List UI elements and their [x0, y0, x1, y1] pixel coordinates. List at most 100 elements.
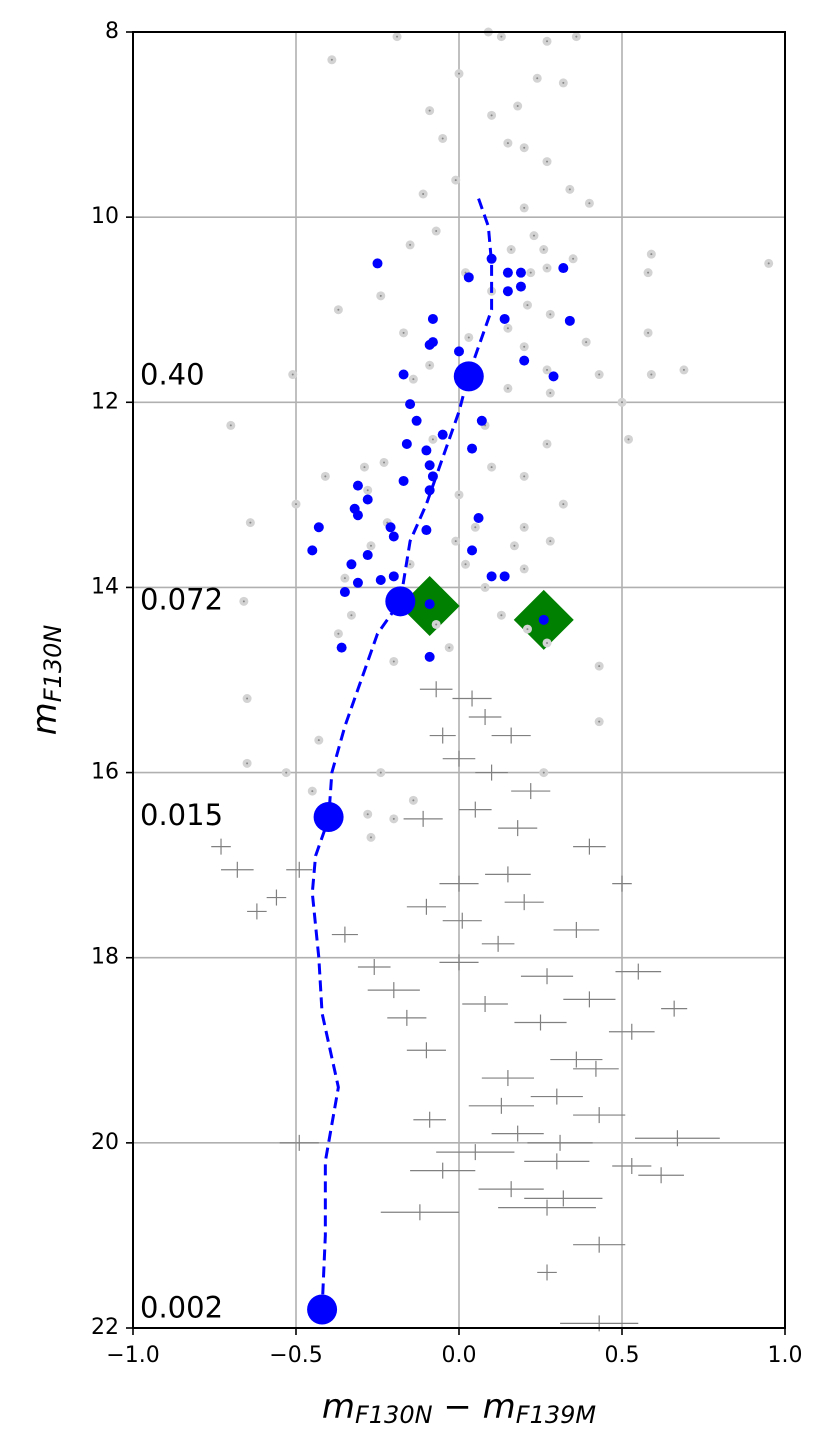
- error-point: [520, 968, 574, 985]
- center: [412, 799, 415, 802]
- star-point: [542, 36, 552, 46]
- star-point: [542, 439, 552, 449]
- error-point: [331, 926, 358, 943]
- center: [529, 271, 532, 274]
- member-point: [499, 571, 510, 582]
- star-point: [545, 536, 555, 546]
- error-point: [380, 1204, 459, 1221]
- member-point: [486, 253, 497, 264]
- error-point: [357, 958, 391, 975]
- star-point: [431, 226, 441, 236]
- center: [500, 614, 503, 617]
- member-point: [375, 575, 386, 586]
- center: [562, 503, 565, 506]
- y-tick-label: 22: [91, 1315, 119, 1340]
- center: [562, 81, 565, 84]
- center: [458, 493, 460, 496]
- center: [366, 489, 369, 492]
- center: [428, 364, 431, 367]
- center: [506, 142, 509, 145]
- star-point: [513, 101, 523, 111]
- error-point: [452, 690, 492, 707]
- center: [598, 665, 601, 668]
- center: [311, 790, 314, 793]
- center: [546, 442, 549, 445]
- member-point: [421, 525, 432, 536]
- star-point: [624, 434, 634, 444]
- star-point: [509, 541, 519, 551]
- star-point: [679, 365, 689, 375]
- center: [523, 206, 526, 209]
- center: [546, 368, 549, 371]
- plot-frame: [132, 31, 786, 1329]
- star-point: [565, 184, 575, 194]
- star-point: [333, 629, 343, 639]
- error-point: [462, 996, 508, 1012]
- mass-point: [307, 1294, 338, 1325]
- center: [396, 35, 399, 38]
- center: [767, 262, 770, 265]
- center: [363, 466, 366, 469]
- center: [546, 40, 549, 43]
- error-point: [439, 954, 479, 971]
- subscript: F139M: [516, 1401, 597, 1429]
- star-point: [542, 263, 552, 273]
- member-point: [519, 355, 530, 366]
- center: [585, 341, 588, 344]
- center: [513, 544, 516, 547]
- star-point: [646, 370, 656, 380]
- star-point: [425, 106, 435, 116]
- mass-label: 0.015: [140, 798, 223, 832]
- member-point: [476, 415, 487, 426]
- star-point: [461, 559, 471, 569]
- error-point: [524, 1190, 603, 1207]
- error-point: [498, 1199, 596, 1216]
- star-point: [529, 231, 539, 241]
- star-point: [519, 564, 529, 574]
- y-tick-label: 10: [91, 204, 119, 229]
- center: [506, 387, 509, 390]
- center: [324, 475, 327, 478]
- star-point: [425, 360, 435, 370]
- error-point: [266, 889, 287, 906]
- member-point: [411, 415, 422, 426]
- center: [549, 313, 552, 316]
- star-point: [245, 518, 255, 528]
- center: [542, 248, 545, 251]
- center: [500, 35, 503, 38]
- member-point: [463, 272, 474, 283]
- member-point: [405, 399, 416, 410]
- star-point: [503, 383, 513, 393]
- star-point: [519, 143, 529, 153]
- center: [572, 257, 575, 260]
- x-tick-label: −0.5: [269, 1343, 322, 1368]
- error-point: [429, 727, 456, 744]
- isochrone: [310, 198, 494, 1310]
- center: [546, 267, 549, 270]
- star-point: [496, 32, 506, 42]
- error-point: [406, 898, 446, 915]
- member-point: [502, 286, 513, 297]
- member-point: [385, 522, 396, 533]
- center: [523, 475, 526, 478]
- star-point: [307, 786, 317, 796]
- error-point: [410, 1162, 476, 1179]
- error-point: [478, 1181, 544, 1198]
- center: [448, 646, 451, 649]
- center: [627, 438, 630, 441]
- star-point: [470, 522, 480, 532]
- star-point: [363, 485, 373, 495]
- center: [330, 58, 333, 61]
- member-point: [313, 522, 324, 533]
- center: [523, 146, 526, 149]
- member-point: [502, 267, 513, 278]
- star-point: [539, 768, 549, 778]
- error-point: [485, 866, 531, 883]
- star-point: [519, 203, 529, 213]
- subscript: F130N: [39, 625, 67, 703]
- star-point: [408, 374, 418, 384]
- center: [647, 271, 650, 274]
- center: [532, 234, 535, 237]
- center: [588, 202, 591, 205]
